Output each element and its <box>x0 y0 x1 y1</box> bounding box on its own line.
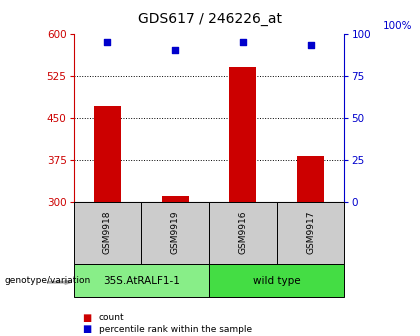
Bar <box>277 202 344 264</box>
Bar <box>74 264 209 297</box>
Point <box>239 39 246 45</box>
Bar <box>209 202 277 264</box>
Point <box>104 39 111 45</box>
Text: GSM9918: GSM9918 <box>103 211 112 254</box>
Point <box>307 43 314 48</box>
Text: GSM9917: GSM9917 <box>306 211 315 254</box>
Text: wild type: wild type <box>253 276 300 286</box>
Text: genotype/variation: genotype/variation <box>4 276 90 285</box>
Bar <box>74 202 141 264</box>
Text: percentile rank within the sample: percentile rank within the sample <box>99 325 252 334</box>
Bar <box>297 156 324 202</box>
Text: GDS617 / 246226_at: GDS617 / 246226_at <box>138 12 282 26</box>
Point <box>172 48 178 53</box>
Bar <box>229 67 256 202</box>
Text: count: count <box>99 313 124 322</box>
Text: 35S.AtRALF1-1: 35S.AtRALF1-1 <box>103 276 180 286</box>
Bar <box>94 107 121 202</box>
Bar <box>209 264 344 297</box>
Bar <box>162 196 189 202</box>
Text: GSM9919: GSM9919 <box>171 211 180 254</box>
Bar <box>141 202 209 264</box>
Text: 100%: 100% <box>383 21 413 31</box>
Text: ■: ■ <box>82 312 91 323</box>
Text: ■: ■ <box>82 324 91 334</box>
Text: GSM9916: GSM9916 <box>238 211 247 254</box>
